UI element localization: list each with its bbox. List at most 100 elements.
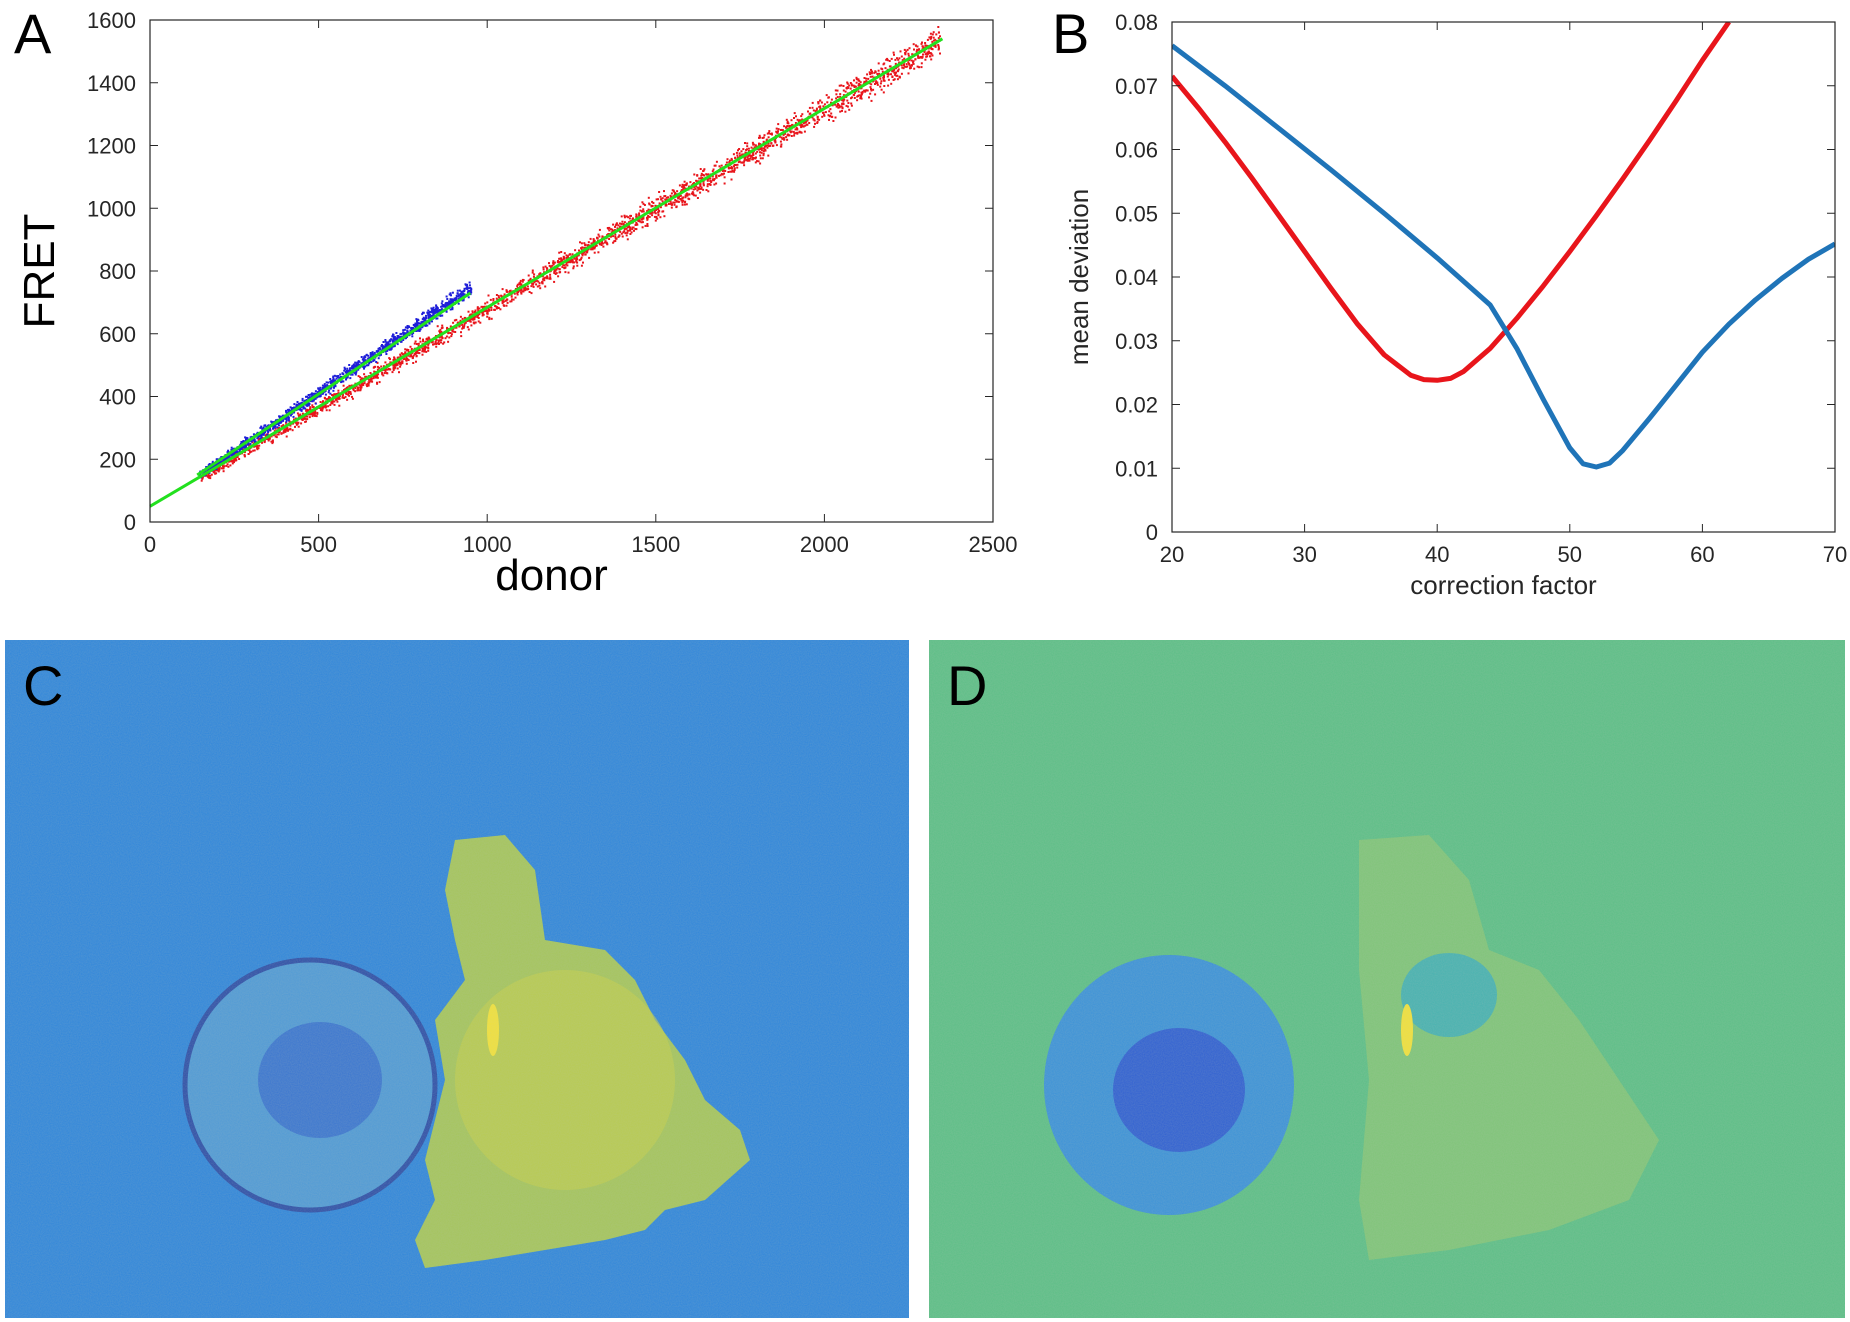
scatter-point (408, 326, 411, 328)
scatter-point (519, 281, 522, 284)
scatter-point (796, 118, 799, 121)
scatter-point (412, 354, 415, 357)
scatter-point (842, 98, 845, 101)
scatter-point (300, 409, 303, 412)
scatter-point (450, 301, 453, 303)
scatter-point (531, 269, 534, 272)
scatter-point (898, 75, 901, 78)
scatter-point (497, 302, 500, 305)
scatter-point (435, 304, 438, 307)
scatter-point (707, 190, 710, 193)
scatter-point (407, 349, 410, 351)
scatter-point (652, 202, 655, 204)
scatter-point (306, 418, 309, 421)
scatter-point (443, 304, 446, 307)
scatter-point (709, 183, 712, 186)
scatter-point (325, 381, 328, 384)
scatter-point (492, 298, 495, 300)
scatter-point (423, 347, 426, 350)
scatter-point (489, 306, 492, 309)
scatter-point (632, 226, 635, 229)
scatter-point (453, 319, 456, 322)
scatter-point (863, 89, 866, 92)
scatter-point (527, 274, 530, 277)
scatter-point (369, 372, 372, 374)
scatter-point (417, 322, 420, 325)
scatter-point (260, 425, 263, 428)
scatter-point (445, 335, 448, 338)
scatter-point (511, 298, 513, 301)
scatter-point (406, 331, 409, 334)
scatter-point (300, 418, 303, 421)
scatter-point (672, 201, 675, 204)
scatter-point (734, 157, 737, 160)
scatter-point (770, 142, 773, 145)
scatter-point (280, 432, 283, 435)
scatter-point (572, 267, 575, 270)
scatter-point (374, 375, 376, 378)
scatter-point (336, 376, 339, 379)
scatter-point (289, 406, 292, 409)
scatter-point (816, 120, 819, 123)
scatter-point (526, 285, 529, 288)
scatter-point (934, 38, 937, 41)
scatter-point (445, 304, 448, 307)
scatter-point (436, 306, 438, 309)
scatter-point (357, 368, 360, 371)
scatter-point (382, 374, 385, 377)
scatter-point (459, 293, 462, 295)
scatter-point (556, 267, 559, 270)
scatter-point (926, 38, 929, 41)
scatter-point (350, 384, 353, 387)
scatter-point (799, 124, 802, 127)
scatter-point (852, 84, 855, 87)
y-tick-label: 400 (99, 385, 136, 410)
scatter-point (471, 310, 474, 313)
scatter-point (913, 48, 915, 51)
scatter-point (411, 335, 414, 338)
scatter-point (869, 75, 872, 78)
scatter-point (482, 310, 485, 313)
scatter-point (818, 118, 821, 121)
scatter-point (518, 283, 521, 285)
scatter-point (442, 342, 445, 345)
scatter-point (715, 176, 718, 179)
scatter-point (508, 290, 511, 293)
scatter-point (338, 396, 340, 399)
scatter-point (712, 178, 714, 181)
scatter-point (918, 48, 921, 51)
scatter-point (897, 68, 900, 71)
scatter-point (625, 215, 628, 218)
scatter-point (412, 328, 415, 331)
scatter-point (870, 83, 873, 86)
y-tick-label: 0.08 (1115, 10, 1158, 35)
scatter-point (278, 427, 281, 429)
y-tick-label: 200 (99, 447, 136, 472)
scatter-point (267, 438, 270, 441)
scatter-point (417, 342, 420, 345)
scatter-point (731, 167, 734, 170)
scatter-point (437, 340, 440, 343)
scatter-point (449, 325, 452, 328)
scatter-point (512, 298, 515, 301)
scatter-point (445, 295, 448, 298)
scatter-point (830, 101, 832, 104)
scatter-point (718, 174, 720, 177)
scatter-point (539, 272, 542, 275)
scatter-point (670, 192, 673, 195)
scatter-point (452, 330, 455, 333)
scatter-point (474, 309, 477, 312)
scatter-point (261, 437, 264, 440)
scatter-point (777, 123, 780, 126)
scatter-point (762, 140, 765, 143)
scatter-point (790, 130, 793, 133)
fit-line (196, 291, 472, 477)
scatter-point (405, 362, 408, 365)
scatter-point (331, 402, 334, 405)
scatter-point (530, 292, 533, 295)
scatter-point (778, 135, 781, 138)
scatter-point (681, 197, 684, 200)
scatter-point (468, 318, 471, 321)
scatter-point (424, 316, 427, 319)
scatter-point (403, 332, 406, 335)
